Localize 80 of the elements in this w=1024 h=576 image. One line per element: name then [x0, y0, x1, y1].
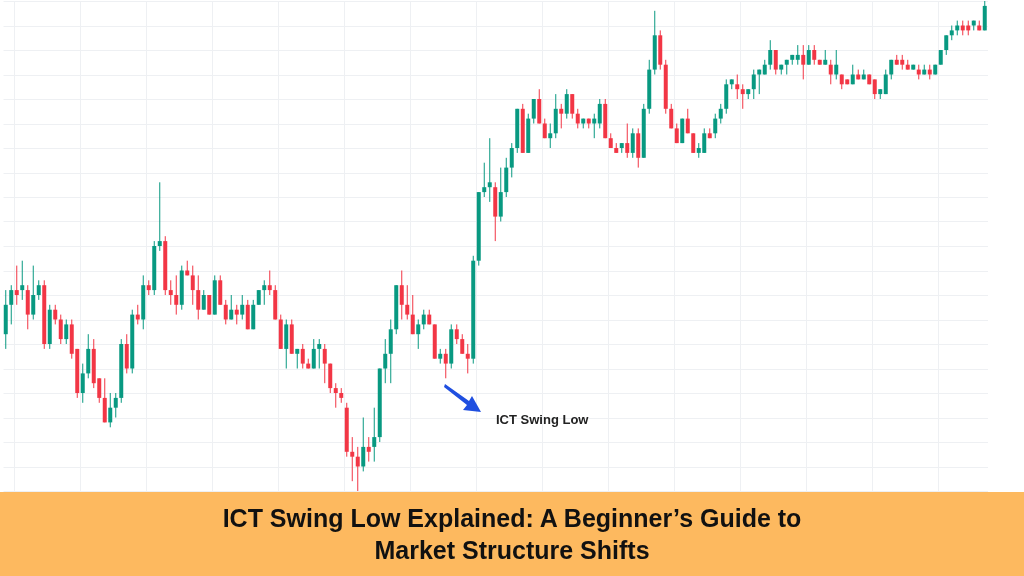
candlestick [157, 181, 162, 252]
candlestick [80, 363, 85, 404]
candlestick [768, 39, 773, 71]
candlestick [174, 274, 179, 316]
candlestick [691, 132, 696, 154]
candlestick [53, 304, 58, 325]
candlestick [383, 338, 388, 384]
candlestick [20, 260, 25, 301]
candlestick [410, 294, 415, 335]
candlestick [630, 127, 635, 159]
candlestick [14, 265, 19, 306]
candlestick [828, 59, 833, 85]
candlestick [685, 108, 690, 134]
candlestick [575, 108, 580, 129]
candlestick [740, 83, 745, 110]
candlestick [487, 137, 492, 203]
candlestick [454, 323, 459, 345]
candlestick [735, 74, 740, 100]
candlestick [559, 103, 564, 129]
candlestick [597, 98, 602, 129]
candlestick [64, 319, 69, 345]
candlestick [421, 309, 426, 330]
candlestick [460, 333, 465, 355]
candlestick [190, 265, 195, 306]
candlestick [806, 44, 811, 66]
candlestick [509, 142, 514, 178]
candlestick [168, 279, 173, 306]
candlestick [482, 162, 487, 198]
candlestick [361, 417, 366, 472]
candlestick [416, 319, 421, 350]
candlestick [669, 103, 674, 129]
candlestick [113, 392, 118, 418]
candlestick [31, 265, 36, 320]
candlestick [311, 338, 316, 369]
candlestick [58, 314, 63, 345]
candlestick [300, 343, 305, 369]
candlestick [944, 34, 949, 56]
candlestick [443, 348, 448, 379]
candlestick [757, 69, 762, 95]
candlestick [355, 446, 360, 492]
candlestick [399, 270, 404, 320]
candlestick [812, 44, 817, 66]
candlestick [405, 284, 410, 320]
candlestick [834, 49, 839, 80]
candlestick [366, 436, 371, 463]
candlestick [135, 304, 140, 325]
candlestick [564, 88, 569, 120]
candlestick [350, 436, 355, 482]
candlestick [773, 49, 778, 75]
candlestick [801, 44, 806, 80]
candlestick [883, 69, 888, 95]
candlestick [465, 343, 470, 374]
candlestick [196, 274, 201, 320]
candlestick [531, 98, 536, 124]
candlestick [625, 123, 630, 159]
candlestick [795, 44, 800, 66]
candlestick [322, 343, 327, 384]
candlestick [718, 103, 723, 124]
candlestick [207, 294, 212, 316]
candlestick [201, 289, 206, 311]
candlestick [872, 78, 877, 100]
candlestick [262, 279, 267, 306]
candlestick [36, 279, 41, 301]
candlestick [229, 294, 234, 320]
candlestick [9, 284, 14, 325]
candlestick [548, 123, 553, 149]
candlestick [372, 407, 377, 463]
candlestick [713, 113, 718, 139]
candlestick [592, 113, 597, 139]
candlestick [317, 338, 322, 369]
annotation: ICT Swing Low [496, 412, 589, 427]
candlestick [234, 304, 239, 325]
candlestick [333, 382, 338, 409]
candlestick [267, 270, 272, 296]
candlestick [751, 69, 756, 100]
text: ICT Swing Low Explained: A Beginner’s Guide to Market Structure Shifts [221, 503, 803, 566]
candlestick [570, 93, 575, 120]
candlestick [240, 294, 245, 320]
candlestick [223, 299, 228, 325]
candlestick [108, 392, 113, 428]
